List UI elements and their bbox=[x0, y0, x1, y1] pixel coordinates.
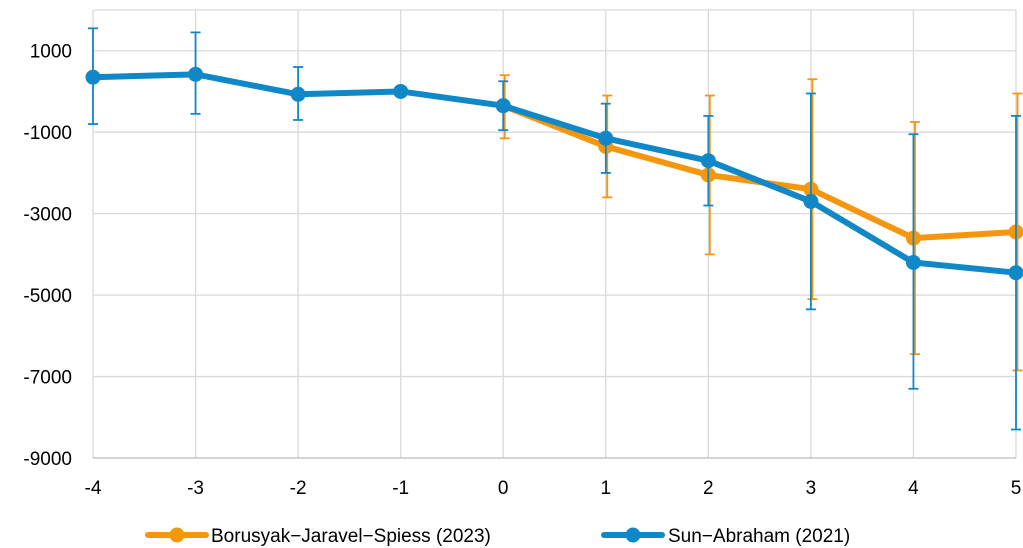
x-tick-label: -2 bbox=[290, 478, 307, 499]
x-tick-label: 5 bbox=[1011, 478, 1022, 499]
series-line bbox=[500, 102, 1019, 242]
data-point bbox=[803, 193, 819, 209]
x-tick-label: 2 bbox=[703, 478, 714, 499]
series-group bbox=[85, 27, 1023, 431]
series-line bbox=[90, 71, 1019, 276]
legend-item-1: Sun−Abraham (2021) bbox=[601, 526, 850, 547]
legend-label: Sun−Abraham (2021) bbox=[668, 526, 850, 547]
x-tick-label: 4 bbox=[908, 478, 919, 499]
y-tick-label: -7000 bbox=[23, 368, 72, 389]
legend-marker bbox=[169, 527, 185, 543]
data-point bbox=[495, 98, 511, 114]
series-1 bbox=[85, 27, 1023, 431]
legend: Borusyak−Jaravel−Spiess (2023) Sun−Abraha… bbox=[145, 526, 850, 547]
x-tick-label: -1 bbox=[392, 478, 409, 499]
y-tick-label: -9000 bbox=[23, 449, 72, 470]
data-point bbox=[905, 255, 921, 271]
data-point bbox=[290, 86, 306, 102]
y-tick-label: -3000 bbox=[23, 205, 72, 226]
y-tick-label: -1000 bbox=[23, 123, 72, 144]
y-tick-label: -5000 bbox=[23, 286, 72, 307]
x-tick-label: -4 bbox=[85, 478, 102, 499]
data-point bbox=[598, 130, 614, 146]
data-point bbox=[700, 153, 716, 169]
x-tick-label: -3 bbox=[187, 478, 204, 499]
x-tick-label: 1 bbox=[600, 478, 611, 499]
data-point bbox=[188, 66, 204, 82]
legend-marker bbox=[625, 527, 641, 543]
gridlines bbox=[92, 9, 1017, 459]
data-point bbox=[1008, 265, 1023, 281]
tick-labels: 1000 -1000 -3000 -5000 -7000 -9000 -4 -3 -2 -1 0 1 2… bbox=[23, 42, 1021, 499]
x-tick-label: 0 bbox=[498, 478, 509, 499]
x-tick-label: 3 bbox=[806, 478, 817, 499]
data-point bbox=[393, 83, 409, 99]
legend-item-0: Borusyak−Jaravel−Spiess (2023) bbox=[145, 526, 491, 547]
y-tick-label: 1000 bbox=[30, 42, 72, 63]
data-point bbox=[85, 69, 101, 85]
legend-label: Borusyak−Jaravel−Spiess (2023) bbox=[211, 526, 491, 547]
series-0 bbox=[495, 74, 1023, 372]
